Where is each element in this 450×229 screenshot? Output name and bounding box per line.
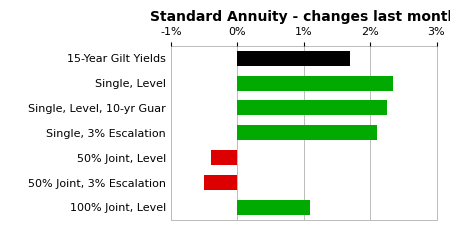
Bar [238,200,310,215]
Bar [238,76,393,90]
Bar [211,150,238,165]
Bar [238,101,387,115]
Bar [238,125,377,140]
Bar [238,51,350,66]
Title: Standard Annuity - changes last month: Standard Annuity - changes last month [150,10,450,24]
Bar [204,175,238,190]
